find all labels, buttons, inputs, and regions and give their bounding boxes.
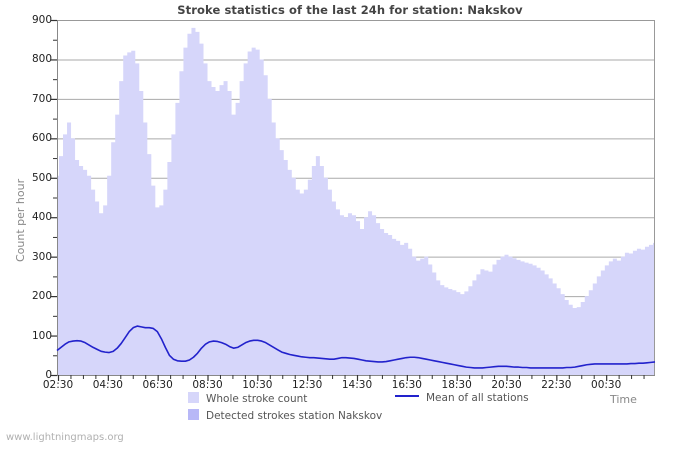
x-axis-tick-label: 14:30	[341, 379, 373, 391]
legend-swatch-detected-strokes	[188, 409, 199, 420]
y-axis-tick-label: 400	[31, 211, 52, 224]
legend-label-mean-of-all-stations: Mean of all stations	[426, 392, 529, 404]
x-axis-tick-label: 22:30	[541, 379, 572, 391]
legend-swatch-whole-stroke-count	[188, 392, 199, 403]
legend-item-detected-strokes: Detected strokes station Nakskov	[188, 409, 382, 422]
chart-title: Stroke statistics of the last 24h for st…	[177, 3, 523, 17]
line-series-mean-of-all-stations	[56, 325, 656, 369]
watermark: www.lightningmaps.org	[6, 432, 124, 443]
x-axis-tick-label: 10:30	[242, 379, 273, 391]
chart-legend: Whole stroke count Detected strokes stat…	[0, 392, 700, 426]
legend-label-whole-stroke-count: Whole stroke count	[206, 393, 308, 405]
y-axis-tick-label: 900	[31, 14, 52, 26]
y-axis-tick-labels: 0 100 200 300 400 500 600 700 800 900	[0, 0, 52, 450]
legend-item-mean-of-all-stations: Mean of all stations	[395, 392, 529, 404]
y-axis-tick-label: 300	[31, 250, 52, 263]
x-axis-tick-label: 02:30	[42, 379, 74, 391]
area-series-whole-stroke-count	[57, 27, 655, 376]
x-axis-tick-label: 06:30	[142, 379, 173, 391]
legend-label-detected-strokes: Detected strokes station Nakskov	[206, 410, 383, 422]
x-axis-tick-label: 12:30	[292, 379, 323, 391]
x-axis-tick-label: 20:30	[491, 379, 522, 391]
y-axis-tick-label: 200	[31, 290, 52, 303]
x-axis-tick-label: 00:30	[591, 379, 622, 391]
x-axis-tick-label: 04:30	[92, 379, 123, 391]
x-axis-label: Time	[610, 393, 637, 406]
y-axis-tick-label: 100	[31, 329, 52, 342]
y-axis-tick-label: 500	[31, 171, 52, 184]
y-axis-tick-label: 600	[31, 132, 52, 145]
x-axis-tick-label: 16:30	[391, 379, 422, 391]
x-axis-tick-label: 08:30	[192, 379, 223, 391]
y-axis-tick-label: 0	[45, 369, 52, 381]
y-axis-tick-label: 700	[31, 92, 52, 105]
legend-line-mean-of-all-stations	[395, 395, 419, 397]
x-axis-tick-label: 18:30	[441, 379, 472, 391]
legend-item-whole-stroke-count: Whole stroke count	[188, 392, 307, 405]
y-axis-tick-label: 800	[31, 53, 52, 66]
